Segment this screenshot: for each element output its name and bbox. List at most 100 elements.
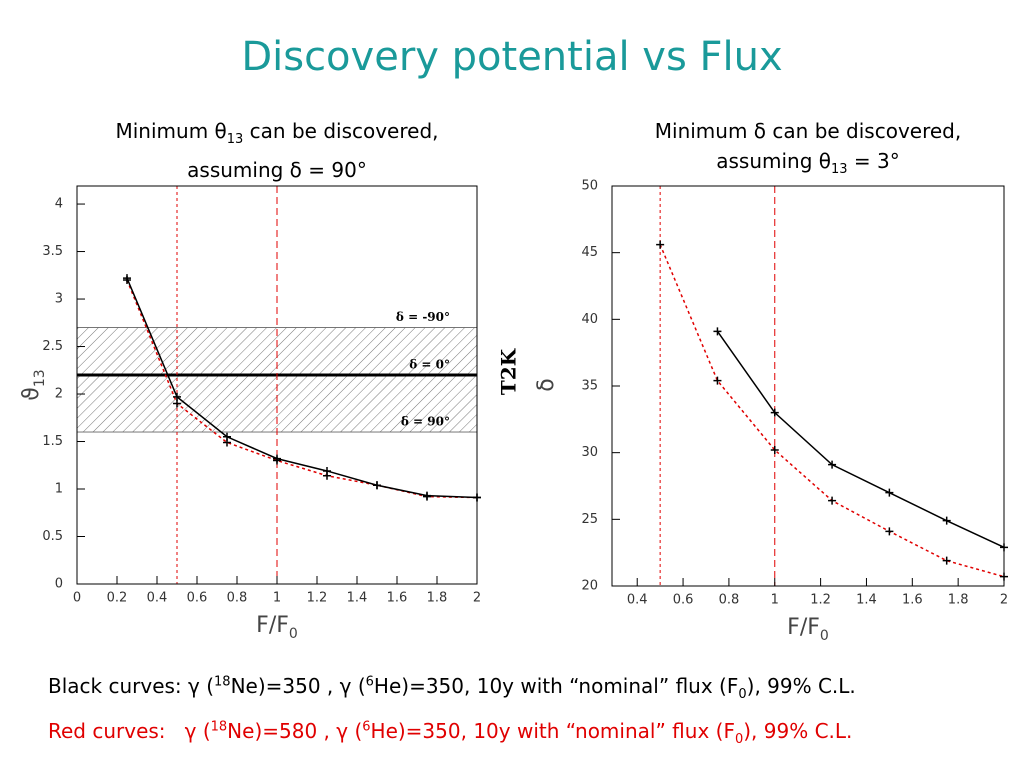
text-run: 13 xyxy=(831,162,848,177)
footnote: Black curves: γ (18Ne)=350 , γ (6He)=350… xyxy=(48,674,856,702)
text-run: Minimum θ xyxy=(115,119,227,143)
x-tick-label: 0.6 xyxy=(673,593,694,608)
y-tick-label: 30 xyxy=(581,445,598,460)
text-run: Ne)=350 , γ ( xyxy=(230,674,366,698)
x-tick-label: 2 xyxy=(473,591,481,606)
text-run: 0 xyxy=(734,732,744,747)
subtitle-line: assuming θ13 = 3° xyxy=(568,146,1024,185)
text-run: He)=350, 10y with “nominal” flux (F xyxy=(373,674,739,698)
text-run: 0 xyxy=(738,687,747,702)
x-tick-label: 2 xyxy=(1000,593,1008,608)
y-tick-label: 1 xyxy=(55,482,63,497)
x-tick-label: 1 xyxy=(273,591,281,606)
text-run: Black curves: γ ( xyxy=(48,674,215,698)
x-tick-label: 1.4 xyxy=(856,593,877,608)
text-run: can be discovered, xyxy=(243,119,439,143)
data-point xyxy=(942,516,951,525)
subtitle-line: Minimum δ can be discovered, xyxy=(568,116,1024,146)
y-tick-label: 2.5 xyxy=(42,339,63,354)
data-point xyxy=(173,392,181,401)
data-point xyxy=(1000,543,1008,552)
data-point xyxy=(423,491,431,500)
footnote: Red curves: γ (18Ne)=580 , γ (6He)=350, … xyxy=(48,719,852,747)
annotation: δ = -90° xyxy=(396,310,450,324)
y-tick-label: 0 xyxy=(55,577,63,592)
plot: δ = -90° δ = 0° δ = 90° 0 0.2 0.4 0.6 0.8 1 1.2 1.… xyxy=(19,185,481,642)
text-run: 0 xyxy=(289,626,298,642)
x-tick-label: 0.4 xyxy=(627,593,648,608)
x-tick-label: 0 xyxy=(73,591,81,606)
text-run: ), 99% C.L. xyxy=(746,674,856,698)
x-tick-label: 1.6 xyxy=(387,591,408,606)
text-run: assuming θ xyxy=(716,149,832,173)
x-tick-label: 1.2 xyxy=(810,593,831,608)
text-run: Red curves: γ ( xyxy=(48,719,211,743)
text-run: He)=350, 10y with “nominal” flux (F xyxy=(370,719,735,743)
text-run: 0 xyxy=(820,628,829,644)
y-tick-label: 3 xyxy=(55,292,63,307)
data-point xyxy=(473,493,481,502)
y-tick-label: 20 xyxy=(581,579,598,594)
data-point xyxy=(123,274,131,283)
annotation: δ = 90° xyxy=(401,415,450,429)
data-point xyxy=(885,488,894,497)
x-tick-label: 0.2 xyxy=(107,591,128,606)
data-point xyxy=(323,466,331,475)
data-point xyxy=(942,556,951,565)
data-point xyxy=(828,460,837,469)
data-point xyxy=(828,496,837,505)
x-tick-label: 0.4 xyxy=(147,591,168,606)
y-tick-label: 50 xyxy=(581,179,598,194)
y-tick-label: 0.5 xyxy=(42,529,63,544)
x-tick-label: 0.6 xyxy=(187,591,208,606)
x-tick-label: 1.8 xyxy=(948,593,969,608)
chart-subtitle: Minimum θ13 can be discovered, assuming δ… xyxy=(37,116,517,185)
data-point xyxy=(1000,572,1008,581)
slide-title: Discovery potential vs Flux xyxy=(241,34,783,80)
text-run: assuming δ = 90° xyxy=(187,158,367,182)
text-run: ), 99% C.L. xyxy=(743,719,853,743)
y-axis-label: δ xyxy=(534,378,559,391)
text-run: ϑ xyxy=(19,387,44,401)
series-line xyxy=(716,330,1005,549)
x-tick-label: 0.8 xyxy=(719,593,740,608)
x-axis-label: F/F0 xyxy=(256,613,298,642)
y-axis-label: ϑ13 xyxy=(19,369,48,400)
x-axis-label: F/F0 xyxy=(787,615,829,644)
y-tick-label: 4 xyxy=(55,197,63,212)
text-run: F/F xyxy=(256,613,289,638)
subtitle-line: assuming δ = 90° xyxy=(37,155,517,185)
data-point xyxy=(885,527,894,536)
data-point xyxy=(770,408,779,417)
y-tick-label: 35 xyxy=(581,379,598,394)
x-tick-label: 1.8 xyxy=(427,591,448,606)
annotation: δ = 0° xyxy=(409,358,450,372)
text-run: 6 xyxy=(362,719,371,735)
x-tick-label: 1.6 xyxy=(902,593,923,608)
x-tick-label: 1.2 xyxy=(307,591,328,606)
data-point xyxy=(713,376,722,385)
x-tick-label: 1 xyxy=(771,593,779,608)
x-tick-label: 1.4 xyxy=(347,591,368,606)
y-tick-label: 25 xyxy=(581,512,598,527)
y-tick-label: 45 xyxy=(581,245,598,260)
y-tick-label: 40 xyxy=(581,312,598,327)
text-run: 13 xyxy=(32,369,48,387)
data-point xyxy=(713,327,722,336)
plot: 0.4 0.6 0.8 1 1.2 1.4 1.6 1.8 2 20 25 30 35 40 45 50 F/F… xyxy=(497,179,1009,645)
side-label: T2K xyxy=(497,348,521,395)
text-run: 18 xyxy=(214,674,231,690)
text-run: 13 xyxy=(226,132,244,147)
text-run: Ne)=580 , γ ( xyxy=(227,719,363,743)
text-run: Minimum δ can be discovered, xyxy=(654,119,962,143)
data-point xyxy=(770,446,779,454)
text-run: F/F xyxy=(787,615,820,640)
text-run: 6 xyxy=(365,674,374,690)
y-tick-label: 1.5 xyxy=(42,434,63,449)
data-point xyxy=(273,454,281,463)
x-tick-label: 0.8 xyxy=(227,591,248,606)
data-point xyxy=(373,481,381,490)
subtitle-line: Minimum θ13 can be discovered, xyxy=(37,116,517,155)
